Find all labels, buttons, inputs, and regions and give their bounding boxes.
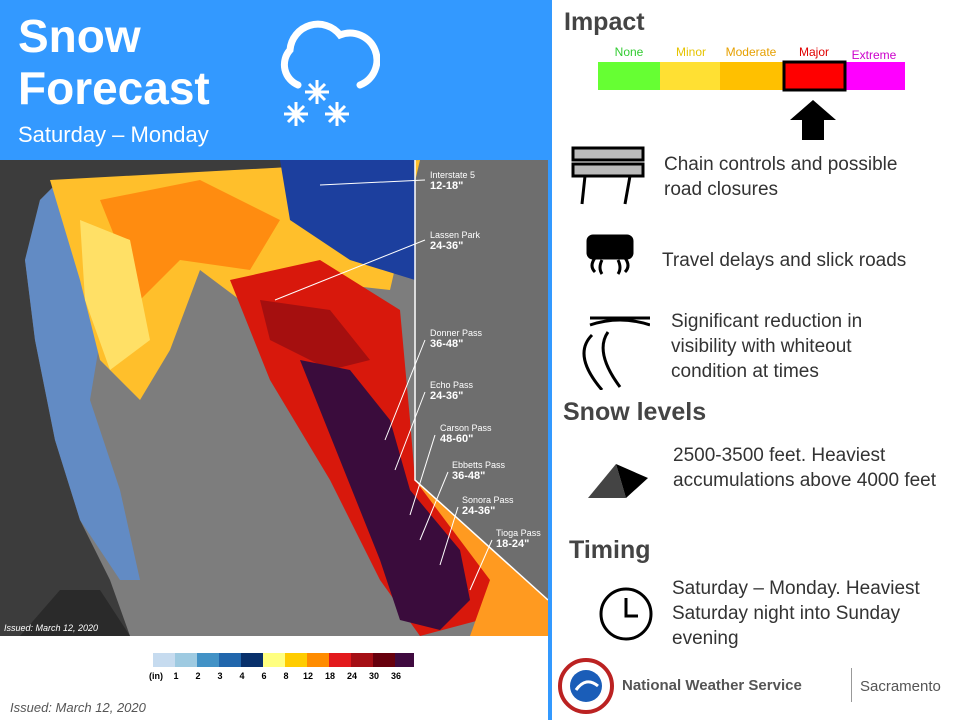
label-amount: 36-48" (430, 338, 464, 350)
clock-icon (599, 587, 653, 641)
label-amount: 12-18" (430, 180, 464, 192)
label-amount: 36-48" (452, 470, 486, 482)
title: Snow Forecast (18, 10, 210, 114)
header-band (0, 0, 548, 160)
label-name: Sonora Pass (462, 495, 514, 505)
impact-icons (571, 146, 650, 390)
label-name: Carson Pass (440, 423, 492, 433)
title-line: Forecast (18, 62, 210, 114)
snow-icon (280, 20, 380, 126)
mountain-icon (588, 464, 648, 498)
label-name: Echo Pass (430, 380, 474, 390)
label-amount: 24-36" (430, 390, 464, 402)
legend-tick: 30 (368, 671, 379, 681)
map-label: Interstate 5 12-18" (430, 170, 475, 192)
section-title: Timing (569, 536, 651, 564)
legend-tick: 24 (346, 671, 357, 681)
label-amount: 24-36" (462, 505, 496, 517)
legend-tick: 12 (302, 671, 313, 681)
map-label: Sonora Pass 24-36" (462, 495, 514, 517)
impact-scale (598, 60, 905, 140)
label-name: Tioga Pass (496, 528, 541, 538)
legend-tick: 36 (390, 671, 401, 681)
legend-unit: (in) (149, 671, 163, 681)
section-title: Impact (564, 8, 645, 36)
map-issued: Issued: March 12, 2020 (4, 623, 99, 633)
separator (851, 668, 852, 702)
label-name: Ebbetts Pass (452, 460, 506, 470)
section-title: Snow levels (563, 398, 707, 426)
timing-text: Saturday – Monday. Heaviest Saturday nig… (672, 578, 920, 649)
legend-tick: 18 (324, 671, 335, 681)
level-label: Minor (675, 45, 706, 59)
legend-tick: 2 (195, 671, 201, 681)
map-label: Carson Pass 48-60" (440, 423, 492, 445)
legend-tick: 6 (261, 671, 267, 681)
impact-text: Chain controls and possible road closure… (664, 154, 898, 200)
snow-levels-text: 2500-3500 feet. Heaviest accumulations a… (673, 445, 937, 491)
divider (548, 0, 552, 720)
map-label: Lassen Park 24-36" (430, 230, 480, 252)
map-label: Donner Pass 36-48" (430, 328, 482, 350)
nws-logo (558, 658, 614, 714)
agency-name: National Weather Service (622, 677, 802, 694)
label-amount: 48-60" (440, 433, 474, 445)
legend-tick: 8 (283, 671, 289, 681)
legend-tick: 3 (217, 671, 223, 681)
map (0, 160, 548, 636)
legend-tick: 1 (173, 671, 179, 681)
title-line: Snow (18, 10, 141, 62)
level-label: Major (798, 45, 829, 59)
map-label: Echo Pass 24-36" (430, 380, 473, 402)
agency-office: Sacramento (860, 678, 941, 695)
legend-tick: 4 (239, 671, 245, 681)
label-name: Donner Pass (430, 328, 483, 338)
label-amount: 18-24" (496, 538, 530, 550)
level-label: None (614, 45, 644, 59)
impact-text: Travel delays and slick roads (662, 250, 907, 271)
colorbar (153, 653, 414, 667)
level-label: Extreme (851, 48, 897, 62)
impact-text: Significant reduction in visibility with… (671, 311, 863, 382)
label-amount: 24-36" (430, 240, 464, 252)
level-label: Moderate (725, 45, 777, 59)
subtitle: Saturday – Monday (18, 122, 209, 147)
label-name: Interstate 5 (430, 170, 476, 180)
footer-issued: Issued: March 12, 2020 (10, 700, 146, 715)
map-label: Ebbetts Pass 36-48" (452, 460, 505, 482)
map-label: Tioga Pass 18-24" (496, 528, 541, 550)
label-name: Lassen Park (430, 230, 481, 240)
